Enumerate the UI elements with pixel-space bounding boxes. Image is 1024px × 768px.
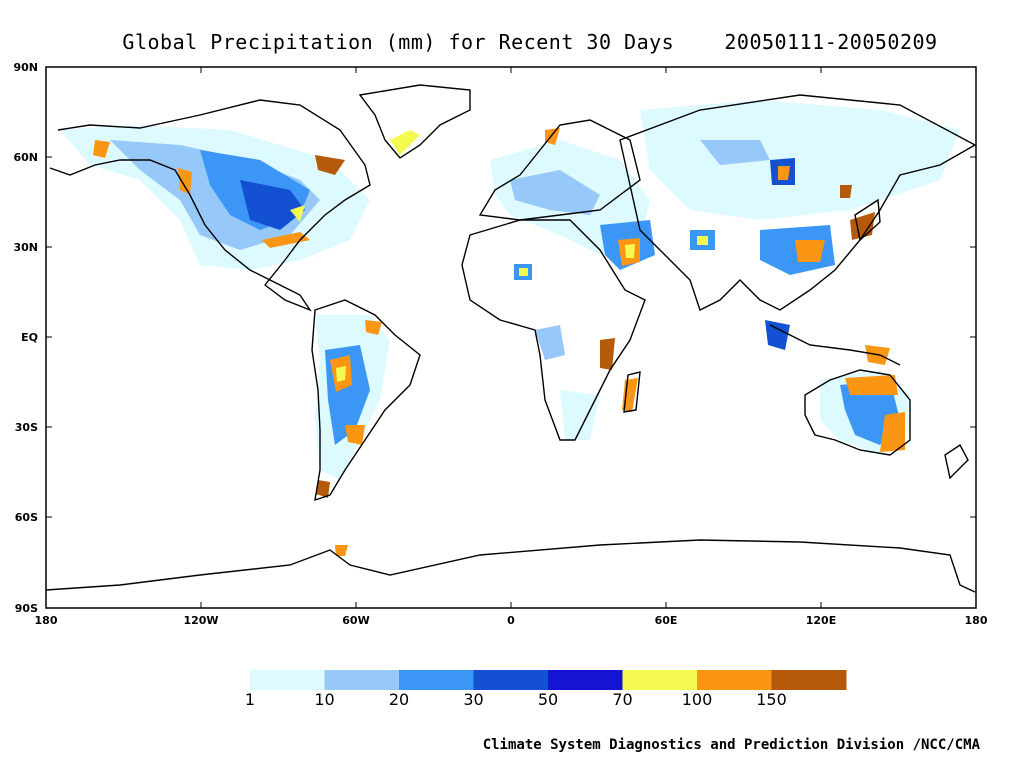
color-legend-bar [250,670,847,690]
precip-greenland-yellow [390,130,420,155]
precip-quebec-orange [315,155,345,175]
legend-label: 1 [244,690,256,709]
legend-swatch [548,670,623,690]
lat-label: 60N [13,151,38,164]
legend-swatch [771,670,847,690]
coast-africa [461,219,646,441]
precip-australia-orange [845,375,898,395]
lat-label: 60S [15,511,38,524]
precip-south-africa-light [560,390,600,440]
precip-madagascar-orange [622,378,638,412]
precip-north-america-yellow [290,205,305,222]
lon-label: 120E [806,614,836,627]
legend-label: 150 [756,690,787,709]
precip-australia-east-orange [880,412,905,452]
precip-antarctic-peninsula-orange [335,545,348,556]
precip-sahara-yellow [519,268,528,276]
precip-siberia-light [640,100,960,220]
precip-plata-orange [345,425,365,445]
lat-label: EQ [21,331,38,344]
coast-madagascar [623,371,641,413]
coast-europe [478,119,641,221]
precip-manchuria-orange [840,185,852,198]
precip-alaska-orange [93,140,110,158]
legend-swatch [324,670,400,690]
lon-label: 60E [655,614,678,627]
legend-swatch [399,670,474,690]
precip-middle-east-yellow [625,244,635,258]
lat-labels: 90N 60N 30N EQ 30S 60S 90S [13,61,38,615]
legend-swatch [622,670,698,690]
lon-label: 0 [507,614,515,627]
lat-ticks [46,66,976,609]
precip-east-us-orange [262,232,310,248]
coast-asia [619,94,977,311]
legend-swatch [250,670,325,690]
precip-north-america-dark [240,180,305,230]
precip-west-coast-orange [178,168,192,195]
lat-label: 30S [15,421,38,434]
precip-east-africa-orange [600,338,615,370]
coast-indonesia [769,324,901,366]
lon-label: 120W [183,614,218,627]
precip-patagonia-orange [316,480,330,498]
legend-label: 50 [537,690,559,709]
lon-label: 180 [965,614,988,627]
precipitation-field [60,100,960,556]
coastlines [45,84,977,593]
coast-new-zealand [944,443,969,480]
coast-australia [804,369,911,456]
lon-ticks [200,67,822,608]
legend-label: 100 [681,690,713,709]
precip-china-orange [795,240,825,262]
precip-siberia-orange [778,166,790,180]
coast-antarctica [45,539,976,593]
coast-north-america [49,99,371,312]
lat-label: 90S [15,602,38,615]
precip-amazon-orange [365,320,382,335]
precip-central-africa-blue [535,325,565,360]
legend-label: 10 [314,690,335,709]
precip-siberia-blue [700,140,770,165]
lat-label: 30N [13,241,38,254]
coast-south-america [311,299,421,502]
lon-labels: 180 120W 60W 0 60E 120E 180 [35,614,988,627]
precip-south-america-yellow [336,366,346,382]
precip-scandinavia-orange [545,128,560,145]
legend-label: 30 [463,690,484,709]
legend-label: 20 [388,690,410,709]
coast-japan [854,198,881,242]
legend-swatch [697,670,772,690]
precip-sumatra-blue [765,320,790,350]
precip-tibet-yellow [697,236,708,245]
lat-label: 90N [13,61,38,74]
legend-label: 70 [612,690,633,709]
lon-label: 180 [35,614,58,627]
lon-label: 60W [342,614,369,627]
coast-greenland [358,84,471,159]
credit-text: Climate System Diagnostics and Predictio… [482,737,980,753]
map-title: Global Precipitation (mm) for Recent 30 … [122,30,938,54]
precip-europe-blue [510,170,600,215]
legend-swatch [473,670,549,690]
